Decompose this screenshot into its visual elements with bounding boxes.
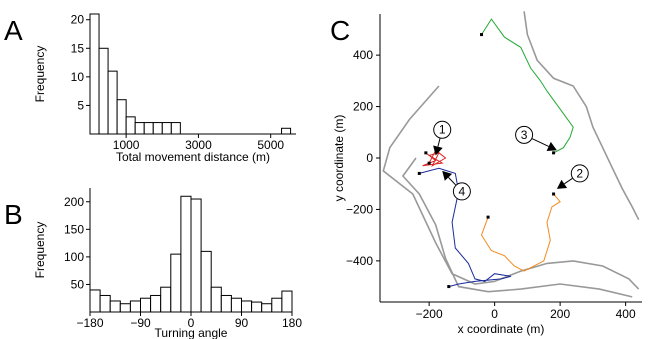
annotation-arrow-line — [437, 138, 441, 147]
histogram-bar — [271, 297, 283, 313]
y-tick-label: 200 — [353, 100, 373, 114]
x-tick-label: 1000 — [113, 138, 140, 152]
y-tick-label: 400 — [353, 48, 373, 62]
histogram-bar — [190, 198, 202, 313]
annotation-arrowhead — [546, 141, 557, 151]
y-axis-label: Frequency — [33, 46, 47, 103]
x-tick-label: 400 — [616, 307, 636, 321]
x-tick-label: −180 — [76, 316, 103, 330]
track-endpoint — [417, 171, 421, 175]
histogram-bar — [241, 300, 253, 313]
annotation-circle — [452, 182, 471, 201]
track-endpoint — [480, 33, 484, 37]
y-tick-label: 150 — [64, 222, 84, 236]
histogram-movement-distance: 1000 3000 5000 5 10 15 20 Total movement distan… — [33, 13, 296, 164]
track-endpoint — [552, 151, 556, 155]
histogram-bar — [150, 294, 162, 313]
x-tick-label: 200 — [550, 307, 570, 321]
histogram-bar — [134, 122, 145, 135]
trajectory-track — [419, 167, 512, 288]
x-tick-label: 180 — [282, 316, 302, 330]
histogram-bar — [98, 47, 109, 135]
trajectory-track — [481, 18, 574, 154]
annotation-circle — [515, 125, 534, 144]
histogram-bar — [119, 303, 131, 313]
track-endpoint — [424, 151, 428, 155]
annotation-label: 4 — [459, 184, 466, 198]
panel-letter-c: C — [330, 15, 350, 46]
histogram-bar — [261, 303, 273, 313]
histogram-bar — [99, 294, 111, 313]
track-endpoint — [447, 285, 451, 289]
histogram-bar — [230, 297, 242, 313]
x-tick-label: 3000 — [185, 138, 212, 152]
annotation-circle — [570, 164, 589, 183]
annotation-arrow-line — [448, 177, 457, 186]
histogram-bar — [107, 70, 118, 135]
histogram-bar — [152, 122, 163, 135]
x-tick-label: −90 — [130, 316, 151, 330]
y-tick-label: −400 — [346, 254, 373, 268]
histogram-bar — [210, 286, 222, 313]
annotation-circle — [433, 120, 452, 139]
annotation-arrowhead — [442, 170, 453, 181]
panel-letter-b: B — [4, 199, 23, 230]
y-tick-label: 0 — [366, 151, 373, 165]
annotation-label: 1 — [439, 123, 446, 137]
histogram-bar — [143, 122, 154, 135]
x-axis-label: Total movement distance (m) — [116, 150, 270, 164]
trajectory-map: 1 2 3 4 −200 0 200 400 −400 −200 0 200 400 x coordina… — [332, 11, 642, 336]
y-tick-label: −200 — [346, 202, 373, 216]
track-endpoint — [486, 215, 490, 219]
x-axis-label: Turning angle — [155, 326, 228, 339]
histogram-bar — [170, 122, 181, 135]
y-tick-label: 20 — [71, 13, 85, 27]
y-tick-label: 100 — [64, 250, 84, 264]
histogram-bar — [170, 253, 182, 313]
histogram-bar — [129, 300, 141, 313]
histogram-bar — [220, 294, 232, 313]
x-axis-label: x coordinate (m) — [458, 322, 545, 336]
x-tick-label: −200 — [416, 307, 443, 321]
y-tick-label: 50 — [71, 277, 85, 291]
trajectory-track — [480, 193, 561, 272]
annotation-label: 3 — [521, 128, 528, 142]
histogram-bar — [180, 195, 192, 313]
y-axis-label: Frequency — [33, 222, 47, 279]
annotation-arrowhead — [433, 145, 443, 156]
histogram-bar — [251, 301, 263, 313]
histogram-bar — [89, 289, 101, 313]
histogram-bar — [161, 122, 172, 135]
x-tick-label: 5000 — [257, 138, 284, 152]
histogram-bar — [281, 127, 292, 135]
x-tick-label: 0 — [188, 316, 195, 330]
histogram-bar — [109, 300, 121, 313]
y-tick-label: 10 — [71, 70, 85, 84]
boundary-line — [523, 11, 640, 221]
x-tick-label: 0 — [491, 307, 498, 321]
histogram-bar — [160, 286, 172, 313]
panel-letter-a: A — [4, 15, 23, 46]
annotation-arrowhead — [556, 179, 568, 189]
track-endpoint — [552, 192, 556, 196]
y-tick-label: 200 — [64, 195, 84, 209]
histogram-bar — [140, 297, 152, 313]
x-tick-label: 90 — [235, 316, 249, 330]
histogram-bar — [200, 250, 212, 313]
annotation-arrow-line — [532, 138, 549, 147]
annotation-label: 2 — [576, 166, 583, 180]
histogram-bar — [125, 116, 136, 135]
boundary-line — [401, 157, 633, 298]
y-axis-label: y coordinate (m) — [332, 115, 346, 202]
histogram-bar — [281, 290, 293, 313]
y-tick-label: 5 — [77, 98, 84, 112]
boundary-line — [382, 85, 640, 290]
histogram-turning-angle: −180 −90 0 90 180 50 100 150 200 Turning angle Fre… — [33, 188, 302, 339]
track-endpoint — [427, 161, 431, 165]
y-tick-label: 15 — [71, 41, 85, 55]
annotation-arrow-line — [564, 178, 573, 185]
histogram-bar — [116, 99, 127, 135]
histogram-bar — [89, 13, 100, 135]
